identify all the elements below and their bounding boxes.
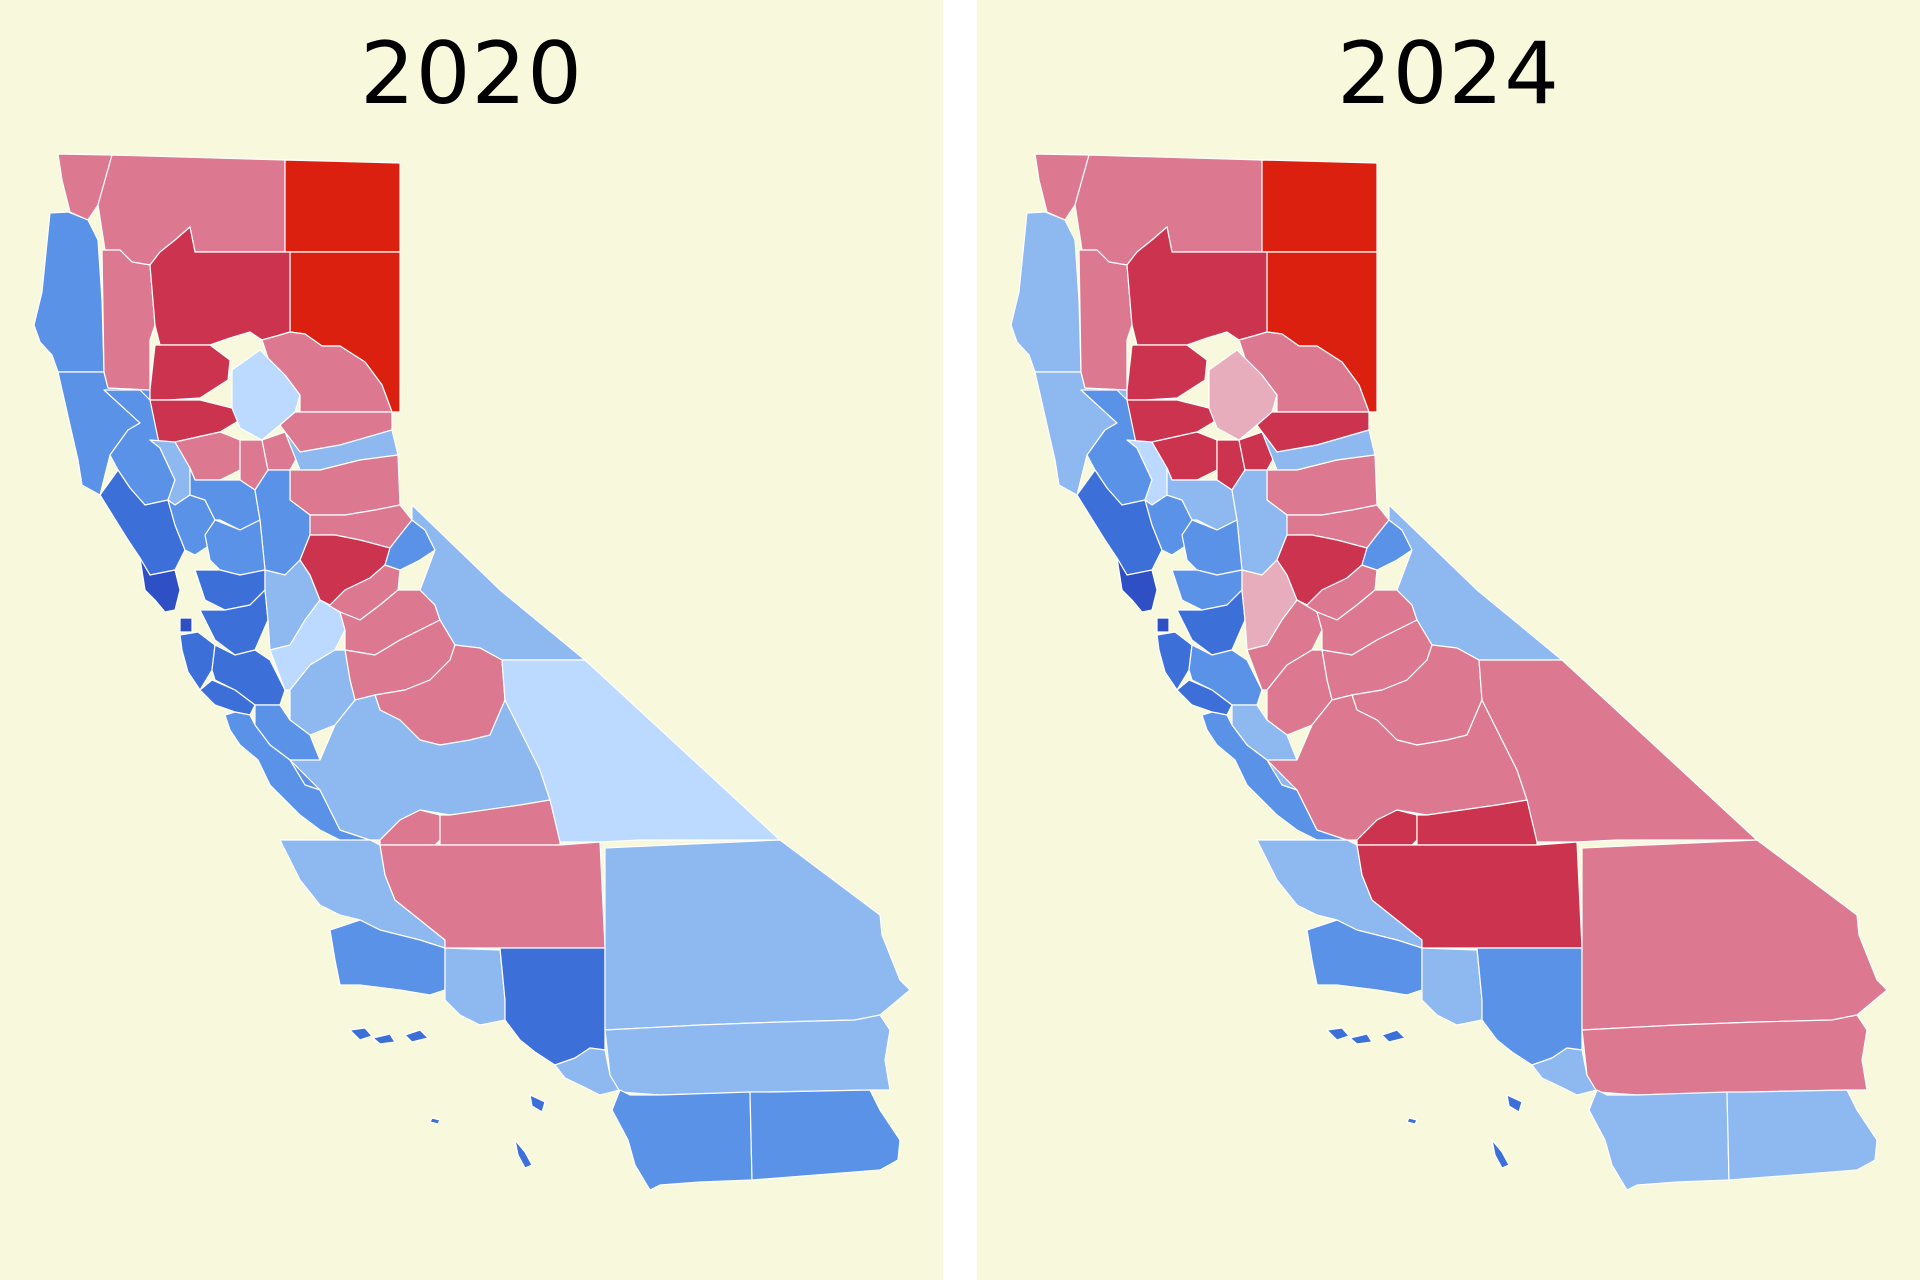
county-kern (379, 841, 606, 949)
county-santa-cruz (1176, 679, 1233, 716)
panel-title-2020: 2020 (360, 24, 583, 124)
county-solano (204, 519, 266, 576)
county-imperial (749, 1089, 901, 1181)
county-riverside (604, 1014, 891, 1096)
county-san-mateo (179, 631, 216, 691)
county-san-bernardino (1581, 839, 1888, 1031)
county-los-angeles (499, 947, 606, 1066)
county-tehama (1126, 344, 1208, 401)
county-trinity (101, 249, 156, 391)
map-panel-2020: 2020 (0, 0, 943, 1280)
county-ventura (1421, 947, 1483, 1026)
county-far-northeast (284, 159, 401, 253)
county-far-northeast (1261, 159, 1378, 253)
county-tulare (1416, 799, 1538, 846)
county-tulare (439, 799, 561, 846)
county-santa-cruz (199, 679, 256, 716)
county-plumas (261, 331, 393, 413)
county-imperial (1726, 1089, 1878, 1181)
county-san-bernardino (604, 839, 911, 1031)
county-plumas (1238, 331, 1370, 413)
panel-title-2024: 2024 (1337, 24, 1560, 124)
county-san-mateo (1156, 631, 1193, 691)
county-tehama (149, 344, 231, 401)
county-santa-barbara (329, 919, 446, 996)
map-panel-2024: 2024 (977, 0, 1920, 1280)
county-ventura (444, 947, 506, 1026)
county-san-diego (1588, 1089, 1730, 1191)
county-santa-barbara (1306, 919, 1423, 996)
county-san-diego (611, 1089, 753, 1191)
county-kern (1356, 841, 1583, 949)
county-san-francisco (179, 617, 193, 633)
county-solano (1181, 519, 1243, 576)
county-marin (139, 557, 181, 613)
county-del-norte (1010, 211, 1082, 373)
county-los-angeles (1476, 947, 1583, 1066)
county-san-francisco (1156, 617, 1170, 633)
county-del-norte (33, 211, 105, 373)
california-county-map-2024 (1010, 153, 1888, 1191)
county-islands (1326, 1027, 1523, 1169)
county-riverside (1581, 1014, 1868, 1096)
county-trinity (1078, 249, 1133, 391)
california-county-map-2020 (33, 153, 911, 1191)
county-marin (1116, 557, 1158, 613)
county-islands (349, 1027, 546, 1169)
